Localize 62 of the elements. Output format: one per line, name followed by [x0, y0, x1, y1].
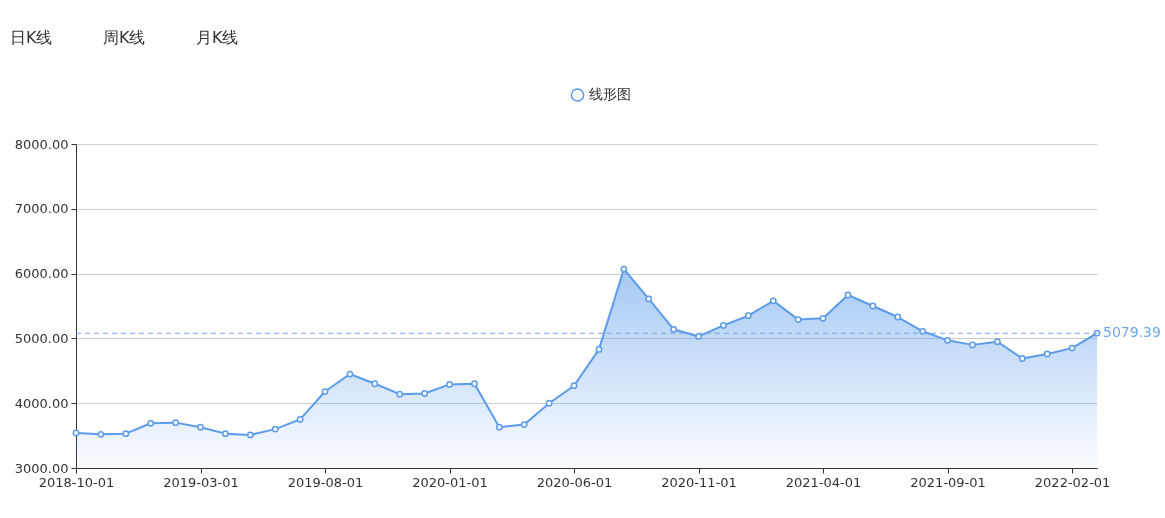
point — [197, 423, 204, 431]
point — [595, 346, 603, 353]
point — [670, 325, 678, 333]
x-tick-label: 2020-06-01 — [536, 474, 613, 490]
point — [1093, 329, 1101, 337]
point — [446, 381, 453, 388]
point — [545, 399, 553, 407]
point — [147, 419, 155, 427]
x-tick-label: 2021-04-01 — [785, 474, 862, 490]
y-tick-label: 6000.00 — [14, 266, 69, 282]
point — [1043, 350, 1051, 358]
point — [172, 419, 180, 427]
point — [720, 322, 727, 329]
text: 月K线 — [196, 28, 239, 47]
point — [97, 430, 105, 438]
x-tick-label: 2021-09-01 — [910, 474, 986, 490]
point — [495, 423, 503, 431]
point — [296, 416, 304, 423]
point — [72, 429, 80, 437]
point — [321, 388, 329, 395]
y-tick-label: 3000.00 — [14, 460, 69, 476]
point — [620, 265, 628, 273]
point — [396, 390, 404, 398]
x-tick-label: 2020-11-01 — [661, 474, 737, 490]
text: 日K线 — [10, 28, 53, 47]
point — [869, 302, 877, 310]
y-tick-label: 8000.00 — [14, 136, 69, 152]
text: 周K线 — [103, 28, 146, 47]
point — [944, 336, 951, 344]
y-tick-label: 4000.00 — [14, 395, 69, 411]
point — [271, 425, 279, 433]
point — [819, 314, 827, 322]
point — [969, 341, 976, 349]
x-tick-label: 2019-08-01 — [287, 474, 364, 490]
point — [894, 313, 902, 321]
x-tick-label: 2018-10-01 — [38, 474, 115, 490]
point — [122, 430, 130, 438]
point — [1018, 355, 1026, 362]
point — [993, 338, 1001, 346]
point — [1068, 344, 1076, 352]
x-tick-label: 2020-01-01 — [412, 474, 488, 490]
point — [844, 291, 852, 299]
point — [769, 297, 777, 305]
point — [371, 380, 379, 388]
point — [695, 333, 702, 340]
point — [744, 312, 752, 320]
y-tick-label: 5000.00 — [14, 330, 69, 346]
point — [222, 430, 229, 438]
point — [471, 380, 478, 388]
legend-label: 线形图 — [588, 86, 631, 102]
x-tick-label: 2022-02-01 — [1034, 474, 1111, 490]
point — [794, 316, 802, 323]
y-tick-label: 7000.00 — [14, 201, 69, 217]
ref-line-label: 5079.39 — [1103, 324, 1161, 341]
x-tick-label: 2019-03-01 — [163, 474, 239, 490]
point — [346, 370, 354, 378]
point — [246, 431, 254, 439]
point — [645, 295, 653, 303]
point — [520, 421, 528, 428]
point — [421, 390, 429, 397]
point — [919, 327, 927, 335]
point — [570, 382, 578, 390]
